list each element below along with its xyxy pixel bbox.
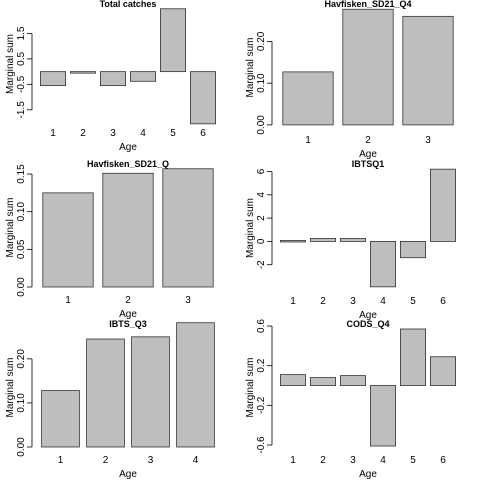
x-tick-label: 6 bbox=[440, 455, 446, 466]
y-axis-label: Marginal sum bbox=[245, 37, 256, 97]
chart-title: CODS_Q4 bbox=[346, 319, 389, 329]
x-tick-label: 6 bbox=[440, 296, 446, 307]
y-tick-label: 0 bbox=[256, 238, 267, 244]
x-tick-label: 4 bbox=[380, 296, 386, 307]
x-tick-label: 1 bbox=[50, 128, 56, 139]
bar-2 bbox=[70, 71, 97, 74]
x-tick-label: 1 bbox=[305, 135, 311, 146]
x-axis-label: Age bbox=[359, 149, 377, 160]
x-tick-label: 1 bbox=[290, 455, 296, 466]
chart-title: Havfisken_SD21_Q4 bbox=[324, 0, 411, 9]
x-tick-label: 2 bbox=[103, 455, 109, 466]
y-axis-label: Marginal sum bbox=[245, 357, 256, 417]
bar-6 bbox=[429, 168, 456, 242]
y-tick-label: 6 bbox=[256, 168, 267, 174]
chart-title: IBTS_Q3 bbox=[109, 319, 147, 329]
y-tick-label: 0.10 bbox=[16, 202, 27, 222]
y-tick-label: 0.10 bbox=[256, 73, 267, 93]
y-axis-label: Marginal sum bbox=[5, 197, 16, 257]
y-tick-label: 0.5 bbox=[16, 52, 27, 66]
y-tick-label: 0.20 bbox=[256, 31, 267, 51]
bar-3 bbox=[162, 168, 214, 288]
y-tick-label: 0.20 bbox=[16, 349, 27, 369]
bar-4 bbox=[129, 71, 156, 82]
y-tick-label: 4 bbox=[256, 192, 267, 198]
y-tick-label: -2 bbox=[256, 260, 267, 269]
chart-title: Havfisken_SD21_Q bbox=[87, 159, 169, 169]
x-axis-label: Age bbox=[119, 309, 137, 320]
x-tick-label: 2 bbox=[365, 135, 371, 146]
x-tick-label: 5 bbox=[410, 455, 416, 466]
bar-6 bbox=[429, 356, 456, 386]
y-axis-label: Marginal sum bbox=[5, 357, 16, 417]
bar-4 bbox=[369, 385, 396, 447]
x-tick-label: 4 bbox=[193, 455, 199, 466]
x-axis-label: Age bbox=[119, 469, 137, 480]
x-tick-label: 3 bbox=[185, 295, 191, 306]
y-tick-label: 0.6 bbox=[256, 319, 267, 333]
x-axis-label: Age bbox=[359, 310, 377, 321]
y-tick-label: 0.00 bbox=[256, 115, 267, 135]
bar-3 bbox=[402, 15, 454, 126]
bar-5 bbox=[159, 8, 186, 73]
y-tick-label: 0.10 bbox=[16, 393, 27, 413]
x-tick-label: 4 bbox=[380, 455, 386, 466]
x-tick-label: 6 bbox=[200, 128, 206, 139]
x-tick-label: 1 bbox=[65, 295, 71, 306]
bar-6 bbox=[189, 71, 216, 125]
bar-4 bbox=[176, 322, 215, 448]
x-tick-label: 4 bbox=[140, 128, 146, 139]
y-tick-label: 0.00 bbox=[16, 437, 27, 457]
y-tick-label: -1.5 bbox=[16, 101, 27, 119]
bar-2 bbox=[309, 238, 336, 242]
x-tick-label: 2 bbox=[320, 455, 326, 466]
bar-3 bbox=[131, 336, 170, 448]
y-tick-label: 0.2 bbox=[256, 358, 267, 372]
x-tick-label: 3 bbox=[425, 135, 431, 146]
bar-1 bbox=[279, 240, 306, 243]
y-tick-label: 0.00 bbox=[16, 277, 27, 297]
y-tick-label: -0.5 bbox=[16, 75, 27, 93]
y-axis-label: Marginal sum bbox=[245, 198, 256, 258]
bar-1 bbox=[282, 71, 334, 126]
y-tick-label: -0.6 bbox=[256, 436, 267, 454]
bar-2 bbox=[342, 8, 394, 126]
bar-1 bbox=[279, 374, 306, 386]
bar-1 bbox=[40, 71, 67, 87]
bar-4 bbox=[369, 240, 396, 288]
y-tick-label: 0.05 bbox=[16, 239, 27, 259]
y-tick-label: 0.15 bbox=[16, 164, 27, 184]
y-tick-label: 1.5 bbox=[16, 26, 27, 40]
x-tick-label: 2 bbox=[125, 295, 131, 306]
bar-5 bbox=[399, 240, 426, 259]
x-tick-label: 5 bbox=[410, 296, 416, 307]
x-tick-label: 3 bbox=[110, 128, 116, 139]
bar-2 bbox=[102, 172, 154, 288]
bar-2 bbox=[86, 338, 125, 448]
bar-2 bbox=[309, 377, 336, 386]
bar-5 bbox=[399, 328, 426, 386]
y-tick-label: -0.2 bbox=[256, 396, 267, 414]
chart-title: Total catches bbox=[100, 0, 157, 9]
y-axis-label: Marginal sum bbox=[5, 34, 16, 94]
x-axis-label: Age bbox=[359, 469, 377, 480]
y-tick-label: 2 bbox=[256, 215, 267, 221]
x-tick-label: 1 bbox=[290, 296, 296, 307]
x-axis-label: Age bbox=[119, 142, 137, 153]
x-tick-label: 2 bbox=[320, 296, 326, 307]
x-tick-label: 3 bbox=[350, 296, 356, 307]
chart-title: IBTSQ1 bbox=[352, 159, 385, 169]
x-tick-label: 1 bbox=[58, 455, 64, 466]
x-tick-label: 2 bbox=[80, 128, 86, 139]
bar-1 bbox=[41, 390, 80, 448]
bar-3 bbox=[100, 71, 127, 87]
bar-1 bbox=[42, 192, 94, 288]
x-tick-label: 3 bbox=[350, 455, 356, 466]
x-tick-label: 3 bbox=[148, 455, 154, 466]
bar-3 bbox=[339, 238, 366, 242]
x-tick-label: 5 bbox=[170, 128, 176, 139]
bar-3 bbox=[339, 375, 366, 386]
